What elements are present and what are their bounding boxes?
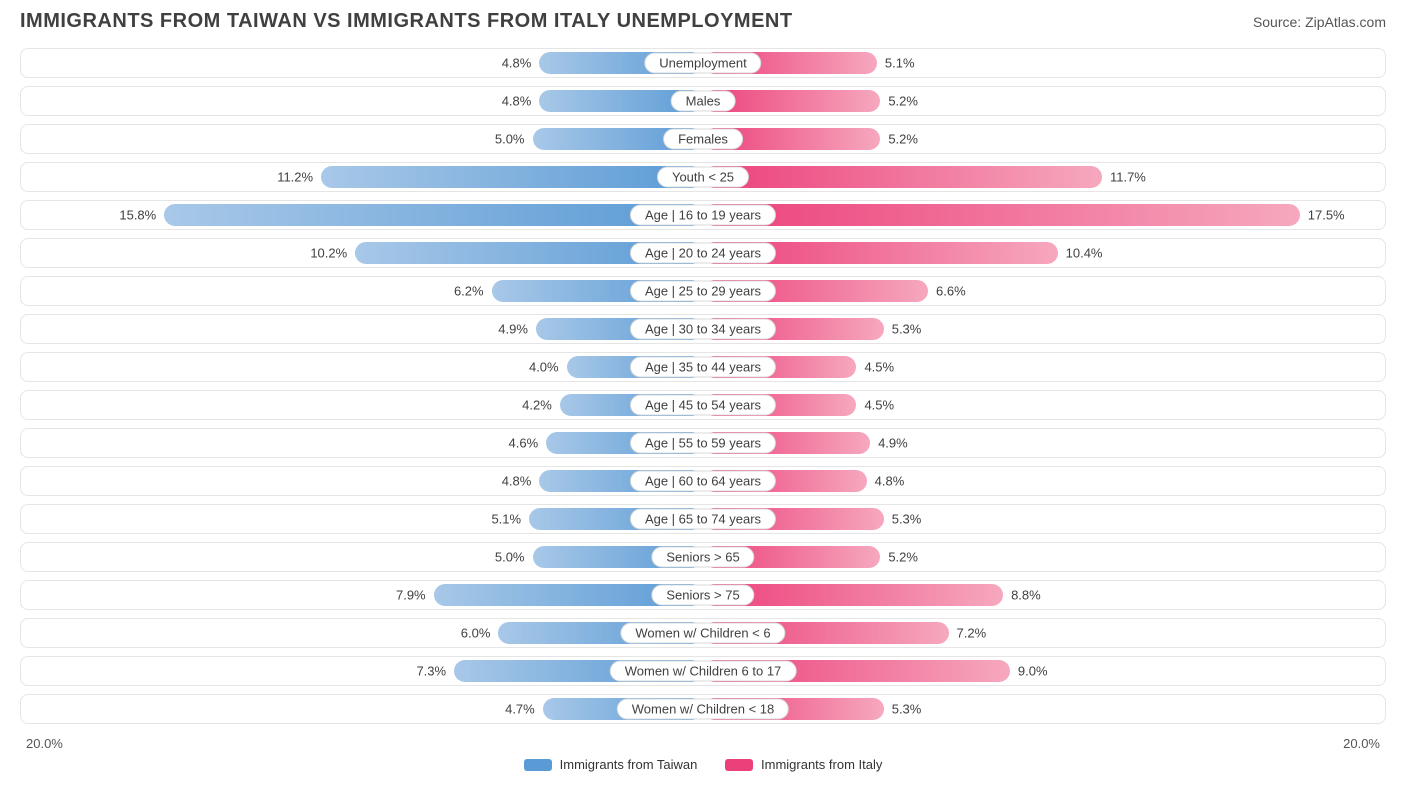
row-label: Age | 25 to 29 years — [630, 281, 776, 302]
value-taiwan: 4.0% — [529, 360, 559, 375]
value-taiwan: 5.0% — [495, 550, 525, 565]
chart-row: 4.6% 4.9% Age | 55 to 59 years — [20, 428, 1386, 458]
page-title: IMMIGRANTS FROM TAIWAN VS IMMIGRANTS FRO… — [20, 10, 793, 33]
bar-taiwan — [321, 166, 703, 188]
value-taiwan: 11.2% — [277, 170, 313, 185]
row-label: Women w/ Children < 18 — [617, 699, 789, 720]
row-label: Age | 55 to 59 years — [630, 433, 776, 454]
row-label: Age | 60 to 64 years — [630, 471, 776, 492]
value-italy: 4.8% — [875, 474, 905, 489]
value-italy: 8.8% — [1011, 588, 1041, 603]
value-italy: 5.2% — [888, 550, 918, 565]
chart-row: 5.0% 5.2% Seniors > 65 — [20, 542, 1386, 572]
value-taiwan: 5.0% — [495, 132, 525, 147]
chart-row: 4.8% 5.1% Unemployment — [20, 48, 1386, 78]
row-label: Women w/ Children 6 to 17 — [610, 661, 797, 682]
value-taiwan: 6.2% — [454, 284, 484, 299]
value-taiwan: 4.8% — [502, 474, 532, 489]
chart-row: 6.2% 6.6% Age | 25 to 29 years — [20, 276, 1386, 306]
value-taiwan: 10.2% — [310, 246, 347, 261]
value-taiwan: 4.2% — [522, 398, 552, 413]
value-italy: 5.1% — [885, 56, 915, 71]
row-label: Age | 65 to 74 years — [630, 509, 776, 530]
row-label: Unemployment — [644, 53, 761, 74]
row-label: Females — [663, 129, 743, 150]
chart-row: 15.8% 17.5% Age | 16 to 19 years — [20, 200, 1386, 230]
row-label: Seniors > 75 — [651, 585, 754, 606]
value-italy: 5.2% — [888, 132, 918, 147]
value-italy: 11.7% — [1110, 170, 1146, 185]
value-italy: 4.5% — [864, 360, 894, 375]
value-italy: 5.3% — [892, 512, 922, 527]
value-taiwan: 4.6% — [509, 436, 539, 451]
value-italy: 4.9% — [878, 436, 908, 451]
source-name: ZipAtlas.com — [1305, 14, 1386, 30]
swatch-italy — [725, 759, 753, 771]
row-label: Males — [671, 91, 736, 112]
axis-left-label: 20.0% — [26, 736, 63, 751]
value-italy: 6.6% — [936, 284, 966, 299]
header: IMMIGRANTS FROM TAIWAN VS IMMIGRANTS FRO… — [20, 10, 1386, 33]
chart-row: 4.2% 4.5% Age | 45 to 54 years — [20, 390, 1386, 420]
chart-row: 4.0% 4.5% Age | 35 to 44 years — [20, 352, 1386, 382]
value-taiwan: 4.9% — [498, 322, 528, 337]
bar-italy — [703, 204, 1300, 226]
legend-label-italy: Immigrants from Italy — [761, 757, 882, 772]
value-italy: 10.4% — [1066, 246, 1103, 261]
chart-row: 4.8% 5.2% Males — [20, 86, 1386, 116]
value-italy: 9.0% — [1018, 664, 1048, 679]
value-italy: 5.3% — [892, 702, 922, 717]
chart-row: 11.2% 11.7% Youth < 25 — [20, 162, 1386, 192]
value-taiwan: 4.7% — [505, 702, 535, 717]
legend-label-taiwan: Immigrants from Taiwan — [560, 757, 698, 772]
value-taiwan: 4.8% — [502, 56, 532, 71]
bar-taiwan — [164, 204, 703, 226]
value-italy: 5.3% — [892, 322, 922, 337]
chart-row: 7.9% 8.8% Seniors > 75 — [20, 580, 1386, 610]
source: Source: ZipAtlas.com — [1253, 14, 1386, 30]
swatch-taiwan — [524, 759, 552, 771]
chart-row: 7.3% 9.0% Women w/ Children 6 to 17 — [20, 656, 1386, 686]
legend-item-italy: Immigrants from Italy — [725, 757, 882, 772]
value-italy: 17.5% — [1308, 208, 1345, 223]
axis-right-label: 20.0% — [1343, 736, 1380, 751]
value-taiwan: 7.3% — [416, 664, 446, 679]
chart-row: 6.0% 7.2% Women w/ Children < 6 — [20, 618, 1386, 648]
source-label: Source: — [1253, 14, 1305, 30]
chart-row: 4.8% 4.8% Age | 60 to 64 years — [20, 466, 1386, 496]
chart-row: 4.7% 5.3% Women w/ Children < 18 — [20, 694, 1386, 724]
value-taiwan: 4.8% — [502, 94, 532, 109]
legend: Immigrants from Taiwan Immigrants from I… — [20, 757, 1386, 774]
row-label: Women w/ Children < 6 — [620, 623, 785, 644]
value-taiwan: 7.9% — [396, 588, 426, 603]
row-label: Age | 45 to 54 years — [630, 395, 776, 416]
value-taiwan: 5.1% — [491, 512, 521, 527]
value-taiwan: 15.8% — [119, 208, 156, 223]
chart-row: 5.1% 5.3% Age | 65 to 74 years — [20, 504, 1386, 534]
legend-item-taiwan: Immigrants from Taiwan — [524, 757, 698, 772]
x-axis: 20.0% 20.0% — [20, 732, 1386, 751]
row-label: Age | 35 to 44 years — [630, 357, 776, 378]
chart-row: 10.2% 10.4% Age | 20 to 24 years — [20, 238, 1386, 268]
row-label: Age | 16 to 19 years — [630, 205, 776, 226]
value-italy: 4.5% — [864, 398, 894, 413]
chart-row: 5.0% 5.2% Females — [20, 124, 1386, 154]
chart-row: 4.9% 5.3% Age | 30 to 34 years — [20, 314, 1386, 344]
value-italy: 7.2% — [957, 626, 987, 641]
diverging-bar-chart: 4.8% 5.1% Unemployment 4.8% 5.2% Males 5.0% 5.2… — [20, 48, 1386, 724]
row-label: Seniors > 65 — [651, 547, 754, 568]
row-label: Age | 30 to 34 years — [630, 319, 776, 340]
row-label: Youth < 25 — [657, 167, 749, 188]
bar-italy — [703, 166, 1102, 188]
row-label: Age | 20 to 24 years — [630, 243, 776, 264]
value-taiwan: 6.0% — [461, 626, 491, 641]
value-italy: 5.2% — [888, 94, 918, 109]
